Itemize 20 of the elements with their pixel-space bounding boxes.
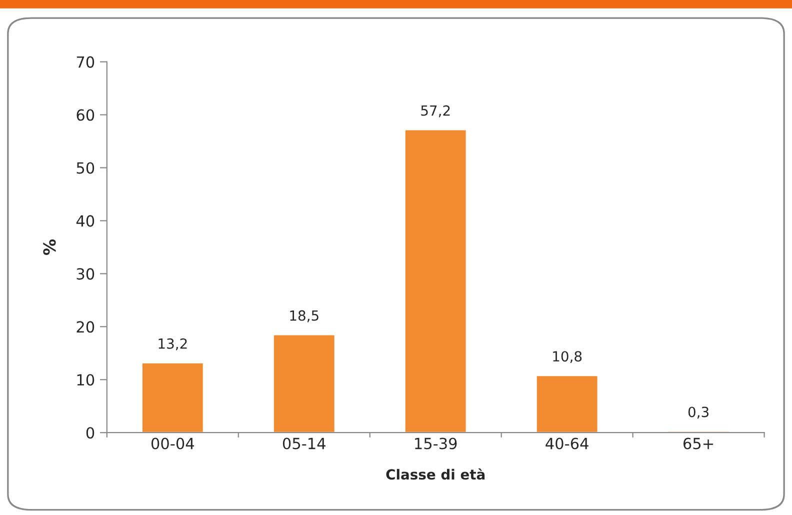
x-tick-label: 00-04 bbox=[151, 438, 194, 450]
data-label: 57,2 bbox=[421, 105, 450, 118]
x-tick-label: 65+ bbox=[683, 438, 714, 450]
y-tick-label: 20 bbox=[76, 321, 94, 333]
x-tick-label: 05-14 bbox=[282, 438, 326, 450]
y-tick-label: 10 bbox=[77, 374, 94, 386]
data-label: 18,5 bbox=[290, 310, 318, 322]
y-axis-title: % bbox=[43, 239, 56, 256]
x-axis-title: Classe di età bbox=[386, 468, 485, 480]
data-label: 10,8 bbox=[553, 351, 582, 364]
y-tick-label: 0 bbox=[86, 427, 94, 439]
y-tick-label: 60 bbox=[76, 109, 94, 121]
data-label: 0,3 bbox=[688, 406, 708, 419]
x-tick-label: 15-39 bbox=[415, 438, 457, 450]
x-tick-label: 40-64 bbox=[546, 438, 588, 450]
y-tick-label: 30 bbox=[76, 268, 94, 280]
y-tick-label: 40 bbox=[76, 215, 94, 227]
data-label: 13,2 bbox=[158, 338, 187, 350]
y-tick-label: 50 bbox=[76, 162, 94, 174]
y-tick-label: 70 bbox=[76, 56, 94, 68]
